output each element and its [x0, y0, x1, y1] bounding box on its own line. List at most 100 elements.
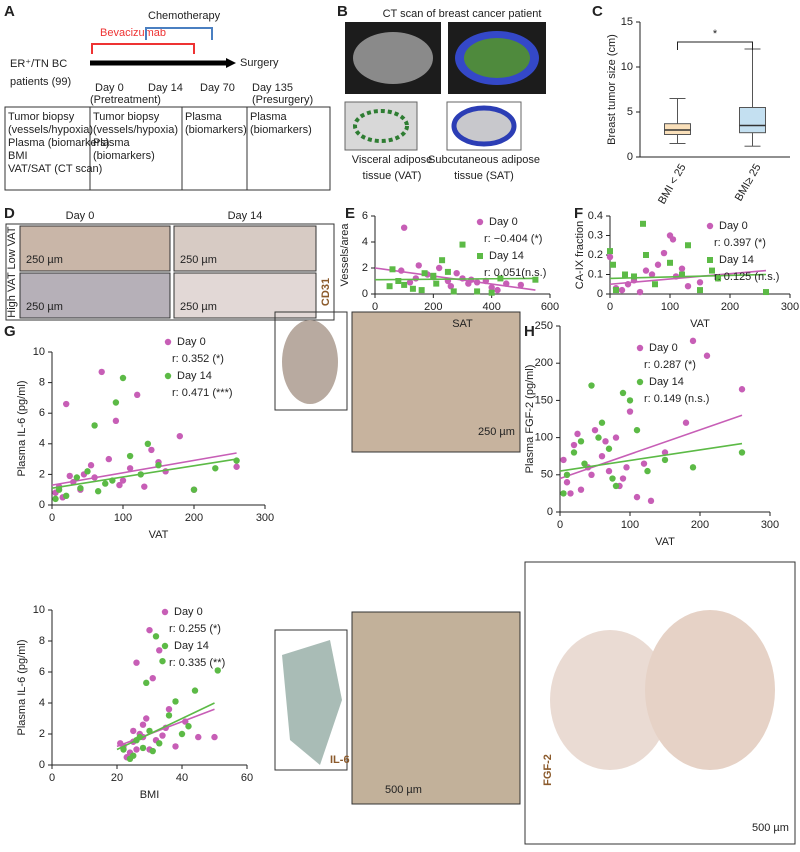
panel-label: F [574, 205, 583, 222]
point [66, 472, 73, 480]
x-tick-label: BMI≥ 25 [733, 162, 764, 203]
point [214, 667, 221, 674]
point [577, 486, 585, 493]
day: Day 70 [200, 82, 235, 94]
stain-label: CD31 [320, 278, 332, 306]
panel-label: A [4, 3, 15, 20]
legend-stat: r: 0.255 (*) [169, 623, 221, 635]
point [84, 468, 91, 475]
point [395, 278, 402, 284]
point [613, 287, 619, 294]
legend-label: Day 0 [177, 336, 206, 348]
point [612, 434, 620, 441]
point [636, 288, 644, 296]
y-axis-label: Plasma FGF-2 (pg/ml) [524, 365, 536, 474]
histology-image [19, 225, 171, 272]
x-axis-label: BMI [140, 789, 160, 801]
il6-frame [274, 311, 348, 411]
fgf2-frame [524, 561, 796, 845]
point [401, 281, 408, 288]
point [418, 287, 425, 294]
day: Day 0 [95, 82, 124, 94]
y-axis-label: Plasma IL-6 (pg/ml) [16, 381, 28, 477]
point [685, 242, 691, 249]
point [606, 253, 614, 261]
point [159, 657, 166, 665]
point [52, 495, 59, 503]
point [598, 453, 606, 460]
significance-bracket [677, 41, 753, 50]
point [517, 281, 525, 289]
point [703, 352, 711, 359]
scale-bar: 500 µm [752, 822, 789, 834]
point [678, 265, 686, 272]
point [119, 477, 127, 484]
cohort: patients (99) [10, 76, 71, 88]
chemo-bracket [145, 27, 213, 40]
legend-stat: r: 0.125 (n.s.) [714, 271, 779, 283]
histology-frame [5, 223, 335, 321]
legend-stat: r: 0.352 (*) [172, 353, 224, 365]
legend-label: Day 0 [719, 220, 748, 232]
y-tick-label: 50 [541, 469, 553, 481]
x-tick-label: 0 [49, 512, 55, 524]
trend-line [609, 273, 767, 280]
y-axis-label: Breast tumor size (cm) [606, 34, 618, 145]
point [450, 288, 457, 295]
panel-label: D [4, 205, 15, 222]
panel-label: B [337, 3, 348, 20]
x-tick-label: 300 [781, 301, 799, 313]
trend-line [559, 442, 743, 472]
point [738, 386, 746, 393]
point [453, 270, 460, 277]
x-tick-label: 100 [661, 301, 679, 313]
y-tick-label: 0.2 [588, 249, 603, 261]
panel-label: E [345, 205, 355, 222]
point [570, 441, 578, 449]
point [149, 747, 156, 755]
point [233, 457, 240, 464]
ct-vat [464, 38, 530, 78]
point [667, 259, 673, 266]
x-axis-label: VAT [690, 318, 710, 330]
point [139, 744, 147, 752]
y-tick-label: 100 [535, 432, 553, 444]
point [444, 268, 451, 275]
point [684, 283, 692, 290]
x-tick-label: 0 [557, 519, 563, 531]
y-tick-label: 10 [33, 604, 45, 616]
sat-label: Subcutaneous adipose [428, 154, 540, 166]
panel-label: G [4, 323, 16, 340]
vat-shape [353, 109, 409, 143]
column-label: Day 0 [66, 210, 95, 222]
point [660, 249, 668, 257]
point [126, 465, 134, 472]
point [598, 419, 606, 426]
point [459, 241, 466, 248]
point [112, 417, 120, 425]
point [697, 287, 703, 294]
point [133, 659, 140, 666]
point [185, 723, 192, 730]
point [612, 482, 620, 490]
point [563, 479, 571, 486]
x-tick-label: 0 [607, 301, 613, 313]
trend-line [609, 269, 767, 286]
fgf2-image [645, 610, 775, 770]
legend-marker [706, 222, 714, 230]
arrow [226, 58, 236, 68]
point [679, 271, 685, 278]
point [386, 283, 393, 290]
point [648, 271, 656, 278]
timeline: ER⁺/TN BC patients (99) Surgery Bevacizu… [4, 10, 331, 191]
y-tick-label: 4 [362, 236, 368, 248]
x-axis-label: VAT [149, 529, 169, 541]
box-text: Plasma (biomarkers) [8, 137, 109, 149]
y-tick-label: 0 [39, 759, 45, 771]
point [211, 733, 218, 741]
point [654, 261, 662, 268]
legend-marker [161, 642, 169, 650]
ct-body [353, 32, 433, 84]
scale-bar: 250 µm [26, 301, 63, 313]
x-tick-label: 400 [482, 301, 500, 313]
